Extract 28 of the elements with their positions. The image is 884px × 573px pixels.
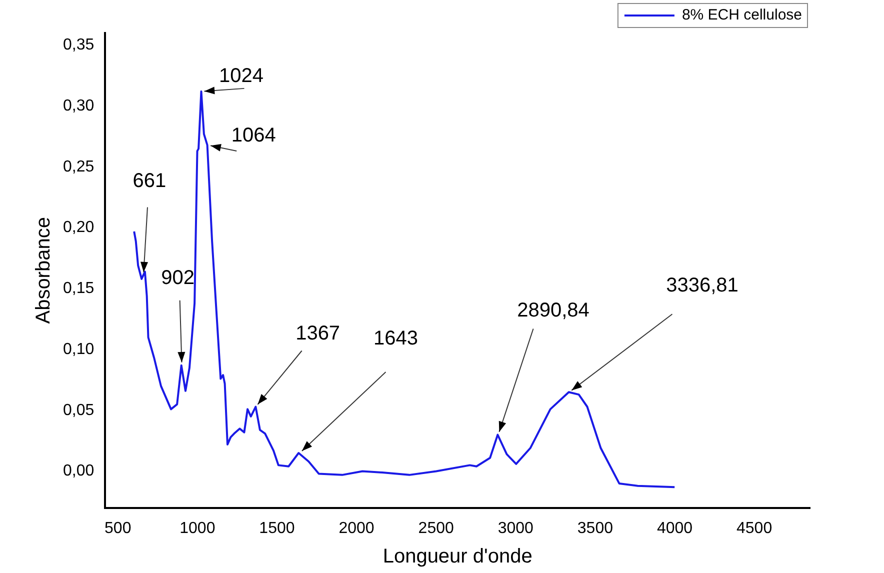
x-tick-label: 1000 xyxy=(180,520,216,537)
y-tick-label: 0,35 xyxy=(63,36,94,54)
x-tick-label: 4000 xyxy=(656,520,693,537)
annotation: 661 xyxy=(132,170,166,192)
y-tick-label: 0,10 xyxy=(63,340,94,358)
annotation: 1064 xyxy=(231,124,276,147)
x-tick-label: 1500 xyxy=(259,520,295,537)
x-tick-label: 2000 xyxy=(338,520,374,537)
y-tick-label: 0,15 xyxy=(63,280,94,298)
y-tick-label: 0,05 xyxy=(63,402,94,419)
x-tick-label: 4500 xyxy=(736,520,772,537)
x-axis-title: Longueur d'onde xyxy=(382,546,532,568)
annotation: 902 xyxy=(161,266,195,289)
annotation: 1024 xyxy=(218,64,264,87)
x-tick-label: 2500 xyxy=(418,520,454,537)
x-tick-label: 3500 xyxy=(577,520,614,537)
annotation: 3336,81 xyxy=(666,274,738,297)
x-tick-label: 500 xyxy=(104,520,132,537)
y-tick-label: 0,20 xyxy=(63,219,94,236)
y-tick-label: 0,25 xyxy=(63,158,94,176)
annotation: 2890,84 xyxy=(517,299,590,322)
y-axis-title: Absorbance xyxy=(32,217,55,324)
legend-label: 8% ECH cellulose xyxy=(682,6,802,24)
annotation: 1643 xyxy=(373,328,418,350)
y-tick-label: 0,30 xyxy=(63,97,94,114)
annotation: 1367 xyxy=(296,322,340,344)
x-tick-label: 3000 xyxy=(498,520,534,537)
y-tick-label: 0,00 xyxy=(63,462,94,480)
